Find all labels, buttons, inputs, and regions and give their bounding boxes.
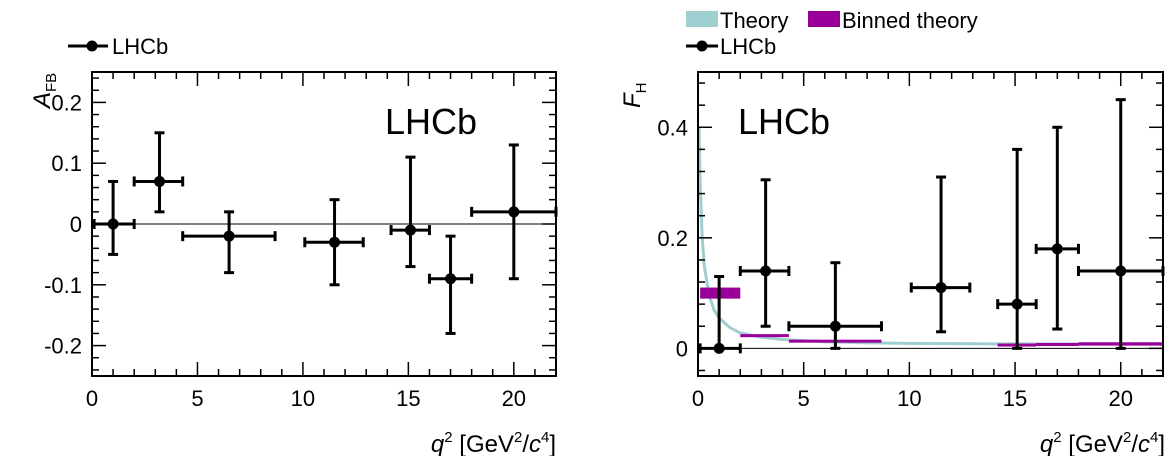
data-marker	[153, 175, 165, 187]
x-tick-label: 20	[1108, 386, 1132, 411]
x-tick-label: 5	[191, 386, 203, 411]
data-marker	[935, 282, 947, 294]
y-tick-label: 0	[70, 212, 82, 237]
data-point	[389, 155, 431, 269]
y-axis-title: AFB	[29, 73, 60, 110]
data-marker	[1115, 265, 1127, 277]
data-marker	[1011, 298, 1023, 310]
data-marker	[1051, 243, 1063, 255]
data-marker	[107, 218, 119, 230]
legend: LHCb	[68, 34, 168, 59]
data-marker	[829, 320, 841, 332]
legend-label-theory: Theory	[720, 8, 788, 33]
x-tick-label: 10	[897, 386, 921, 411]
x-tick-label: 0	[86, 386, 98, 411]
plot-label: LHCb	[738, 101, 830, 142]
y-tick-label: -0.2	[44, 334, 82, 359]
data-point	[1034, 125, 1080, 331]
data-point	[92, 179, 136, 256]
x-axis-title: q2 [GeV2/c4]	[431, 429, 556, 456]
legend-label-binned-theory: Binned theory	[842, 8, 978, 33]
y-tick-label: 0.1	[51, 151, 82, 176]
data-point	[303, 198, 365, 287]
legend-swatch-binned-theory	[808, 11, 840, 27]
data-point	[470, 143, 558, 281]
data-point	[181, 210, 277, 275]
data-marker	[329, 236, 341, 248]
legend: Theory Binned theory LHCb	[686, 8, 978, 59]
theory-curve	[697, 127, 1163, 346]
legend-swatch-theory	[686, 11, 718, 27]
legend-marker	[696, 40, 708, 52]
y-tick-label: 0.2	[657, 226, 688, 251]
legend-label: LHCb	[112, 34, 168, 59]
x-tick-label: 15	[396, 386, 420, 411]
x-tick-label: 10	[291, 386, 315, 411]
data-marker	[223, 230, 235, 242]
binned-theory-bar	[1036, 342, 1079, 346]
x-tick-label: 0	[692, 386, 704, 411]
data-point	[132, 131, 185, 214]
data-marker	[445, 273, 457, 285]
data-marker	[508, 206, 520, 218]
y-axis-title: FH	[619, 82, 650, 108]
binned-theory-bar	[740, 334, 789, 338]
x-tick-label: 15	[1003, 386, 1027, 411]
data-marker	[404, 224, 416, 236]
data-marker	[760, 265, 772, 277]
data-point	[909, 175, 972, 334]
data-point	[996, 147, 1038, 350]
plot-label: LHCb	[385, 101, 477, 142]
data-point	[1076, 98, 1165, 350]
y-tick-label: -0.1	[44, 273, 82, 298]
data-point	[787, 261, 883, 350]
x-tick-label: 20	[502, 386, 526, 411]
legend-marker	[86, 40, 98, 52]
data-point	[427, 234, 474, 335]
x-tick-label: 5	[798, 386, 810, 411]
afb-panel: 0 5 10 15 20 -0.2 -0.1 0 0.1 0.2 LHCb AFB q2 [GeV2/c…	[29, 34, 558, 456]
data-point	[698, 275, 742, 354]
data-marker	[713, 342, 725, 354]
data-point	[738, 178, 791, 328]
fh-panel: 0 5 10 15 20 0 0.2 0.4 LHCb FH q2 [GeV2/c4] Theory B…	[619, 8, 1165, 456]
legend-label-lhcb: LHCb	[720, 34, 776, 59]
y-tick-label: 0	[676, 336, 688, 361]
y-tick-label: 0.2	[51, 90, 82, 115]
y-tick-label: 0.4	[657, 115, 688, 140]
x-axis-title: q2 [GeV2/c4]	[1040, 429, 1165, 456]
